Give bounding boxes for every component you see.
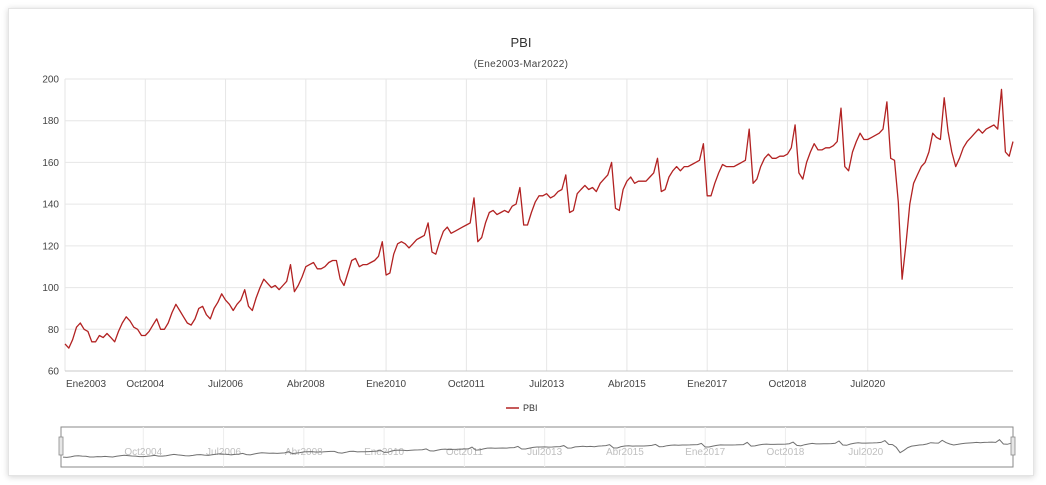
y-tick-label: 140 xyxy=(42,200,59,211)
navigator[interactable]: Oct2004 Jul2006 Abr2008 Ene2010 Oct2011 Jul20… xyxy=(58,426,1016,468)
y-tick-label: 200 xyxy=(42,75,59,86)
navigator-tick-label: Abr2008 xyxy=(285,447,323,458)
horizontal-gridlines xyxy=(65,78,1013,372)
x-tick-label: Ene2017 xyxy=(687,379,727,390)
navigator-handle-left[interactable] xyxy=(58,436,64,456)
x-axis-tick-labels: Ene2003 Oct2004 Jul2006 Abr2008 Ene2010 Oct20… xyxy=(66,379,886,390)
navigator-tick-label: Oct2018 xyxy=(767,447,805,458)
y-tick-label: 80 xyxy=(48,325,60,336)
x-tick-label: Jul2020 xyxy=(850,379,885,390)
navigator-tick-label: Jul2020 xyxy=(848,447,883,458)
x-tick-label: Abr2008 xyxy=(287,379,325,390)
navigator-handle-right[interactable] xyxy=(1010,436,1016,456)
navigator-tick-label: Ene2017 xyxy=(685,447,725,458)
x-tick-label: Ene2010 xyxy=(366,379,406,390)
y-tick-label: 100 xyxy=(42,283,59,294)
y-tick-label: 180 xyxy=(42,116,59,127)
x-tick-label: Jul2006 xyxy=(208,379,243,390)
chart-title: PBI xyxy=(511,35,532,50)
navigator-tick-label: Oct2004 xyxy=(124,447,162,458)
y-axis-tick-labels: 60 80 100 120 140 160 180 200 xyxy=(42,75,59,378)
navigator-tick-label: Oct2011 xyxy=(446,447,483,458)
x-tick-label: Oct2004 xyxy=(126,379,164,390)
y-tick-label: 60 xyxy=(48,367,60,378)
x-tick-label: Oct2018 xyxy=(769,379,807,390)
navigator-series-line xyxy=(62,439,1012,458)
legend[interactable]: PBI xyxy=(506,403,538,413)
legend-label-pbi: PBI xyxy=(523,403,538,413)
x-tick-label: Jul2013 xyxy=(529,379,564,390)
series-line-pbi xyxy=(64,88,1014,349)
x-tick-label: Abr2015 xyxy=(608,379,646,390)
chart-container: PBI (Ene2003-Mar2022) 60 80 100 120 140 160 18… xyxy=(8,8,1034,476)
x-tick-label: Ene2003 xyxy=(66,379,106,390)
chart-subtitle: (Ene2003-Mar2022) xyxy=(474,59,569,70)
x-tick-label: Oct2011 xyxy=(448,379,485,390)
navigator-tick-label: Abr2015 xyxy=(606,447,644,458)
y-tick-label: 120 xyxy=(42,241,59,252)
y-tick-label: 160 xyxy=(42,158,59,169)
line-chart: PBI (Ene2003-Mar2022) 60 80 100 120 140 160 18… xyxy=(42,35,1016,468)
navigator-tick-label: Jul2006 xyxy=(206,447,241,458)
navigator-tick-label: Jul2013 xyxy=(527,447,562,458)
